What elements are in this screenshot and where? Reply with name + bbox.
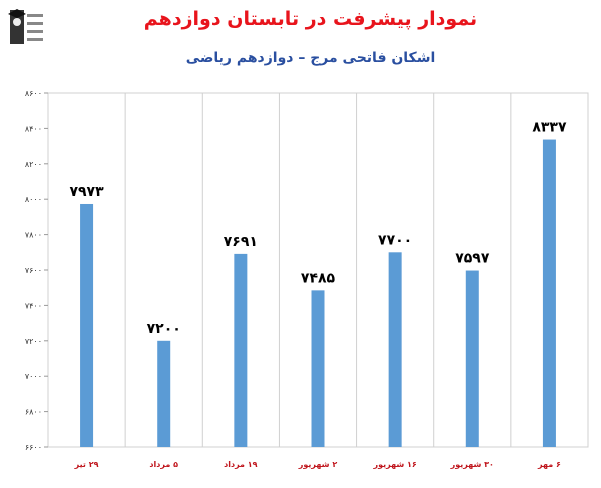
- logo: [6, 6, 46, 48]
- data-label: ۸۳۳۷: [532, 120, 567, 136]
- chart-subtitle: اشکان فاتحی مرج – دوازدهم ریاضی: [185, 50, 436, 66]
- data-label: ۷۷۰۰: [378, 232, 412, 248]
- y-tick-label: ۶۶۰۰: [25, 443, 42, 452]
- x-tick-label: ۳۰ شهریور: [450, 460, 494, 469]
- y-tick-label: ۸۴۰۰: [25, 124, 42, 133]
- data-label: ۷۹۷۳: [69, 184, 104, 200]
- data-label: ۷۶۹۱: [224, 234, 258, 250]
- bar: [311, 290, 325, 447]
- x-tick-label: ۱۶ شهریور: [372, 460, 416, 469]
- y-tick-label: ۷۰۰۰: [25, 372, 42, 381]
- data-label: ۷۵۹۷: [455, 251, 490, 267]
- x-tick-label: ۲ شهریور: [298, 460, 338, 469]
- x-tick-label: ۶ مهر: [537, 460, 561, 469]
- y-tick-label: ۷۲۰۰: [25, 337, 42, 346]
- x-tick-label: ۲۹ تیر: [74, 460, 99, 469]
- x-tick-label: ۵ مرداد: [149, 460, 178, 469]
- y-tick-label: ۷۴۰۰: [25, 301, 42, 310]
- bar: [542, 139, 556, 447]
- bar: [157, 340, 171, 447]
- bar: [80, 203, 94, 447]
- bar: [234, 253, 248, 447]
- chart-title: نمودار پیشرفت در تابستان دوازدهم: [143, 8, 478, 30]
- y-tick-label: ۷۸۰۰: [25, 231, 42, 240]
- data-label: ۷۴۸۵: [301, 270, 336, 286]
- data-label: ۷۲۰۰: [147, 321, 181, 337]
- bar: [388, 252, 402, 447]
- y-tick-label: ۸۰۰۰: [25, 195, 42, 204]
- y-tick-label: ۶۸۰۰: [25, 408, 42, 417]
- y-tick-label: ۸۶۰۰: [25, 89, 42, 98]
- bar: [465, 270, 479, 447]
- y-tick-label: ۷۶۰۰: [25, 266, 42, 275]
- x-tick-label: ۱۹ مرداد: [224, 460, 258, 469]
- y-tick-label: ۸۲۰۰: [25, 160, 42, 169]
